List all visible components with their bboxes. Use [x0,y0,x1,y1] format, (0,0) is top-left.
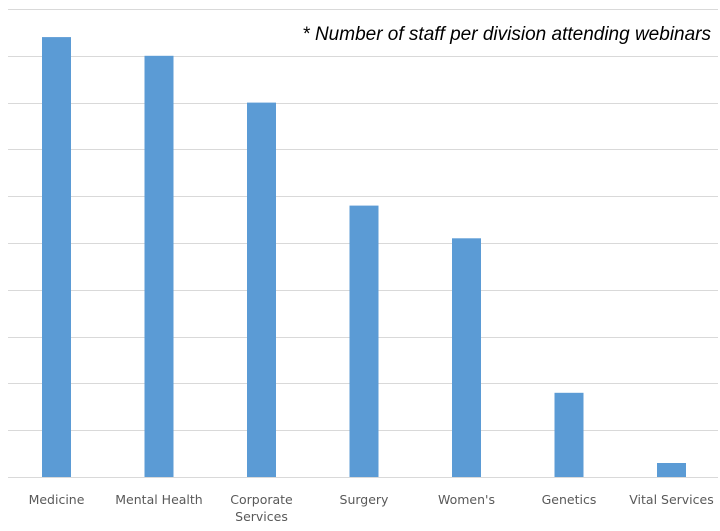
category-label: Vital Services [629,492,713,507]
chart-annotation: * Number of staff per division attending… [302,24,711,45]
bar-surgery [349,205,379,477]
bar-medicine [42,37,71,477]
bar-women-s [452,238,481,477]
category-label: Medicine [29,492,85,507]
category-label: Surgery [340,492,390,507]
category-label: Women's [438,492,495,507]
bar-vital-services [657,463,686,477]
bar-mental-health [144,55,174,478]
bar-genetics [554,392,584,477]
category-label: Mental Health [115,492,202,507]
bars [42,37,686,478]
category-label: Genetics [542,492,597,507]
category-labels: Medicine Mental Health Corporate Services Su… [29,492,714,524]
category-label: Corporate Services [230,492,293,524]
bar-corporate-services [247,102,276,477]
